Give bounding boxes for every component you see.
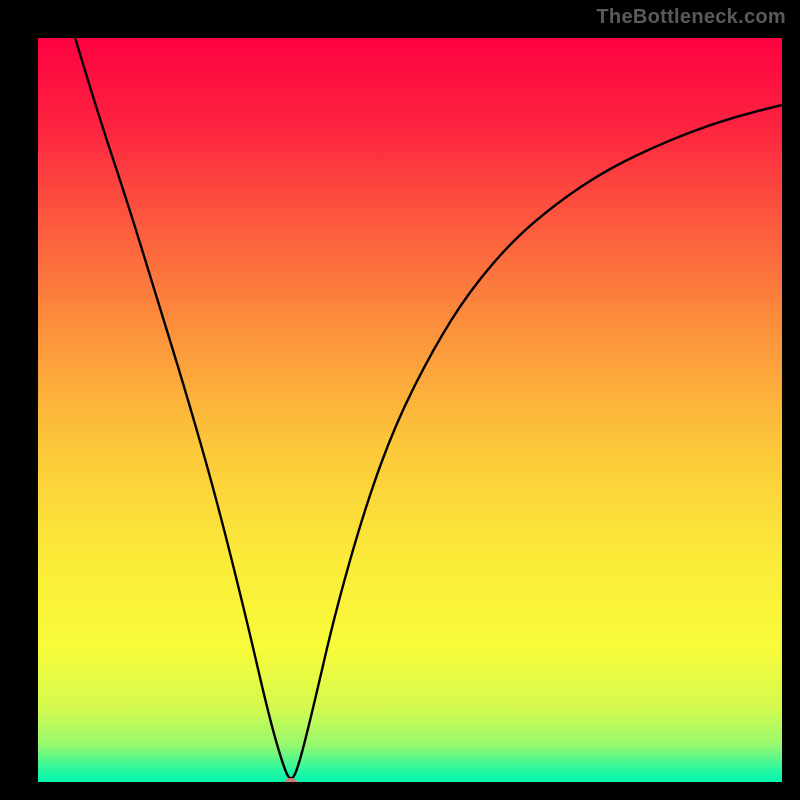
watermark-text: TheBottleneck.com [596, 6, 786, 29]
plot-area [38, 38, 782, 782]
chart-frame: TheBottleneck.com [0, 0, 800, 800]
minimum-marker [285, 778, 297, 782]
bottleneck-curve-line [75, 38, 782, 778]
bottleneck-curve-svg [38, 38, 782, 782]
